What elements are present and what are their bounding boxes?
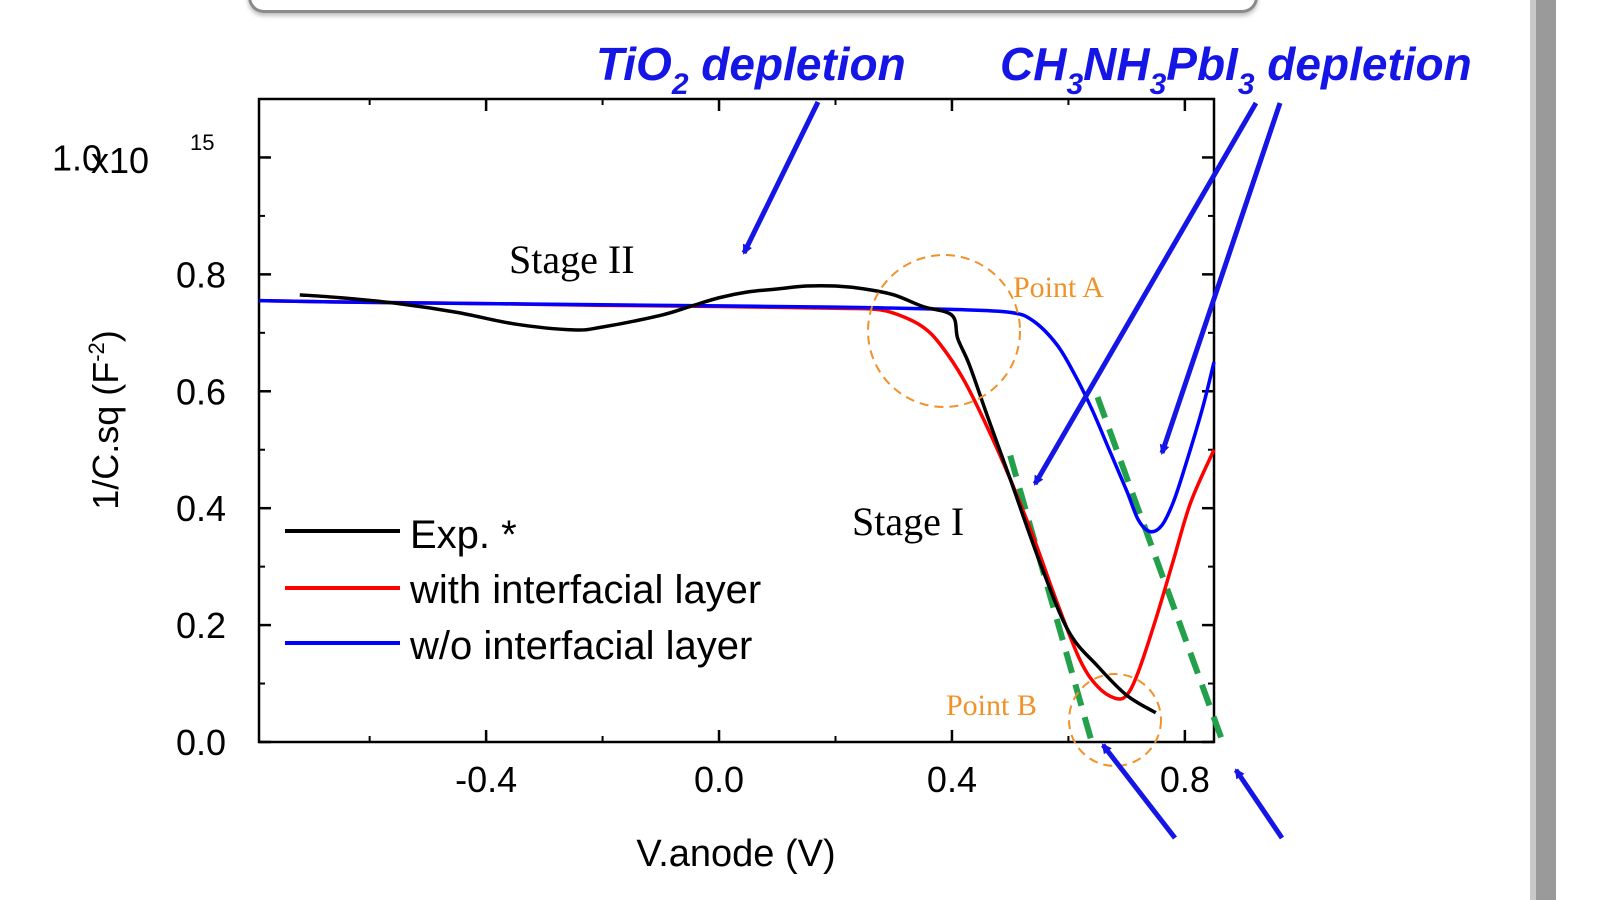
series-line-exp	[299, 283, 1157, 715]
fit-lines	[1007, 396, 1226, 744]
y-multiplier-label: x10	[91, 140, 149, 181]
legend-label-without-interfacial: w/o interfacial layer	[409, 624, 752, 668]
y-multiplier-exponent: 15	[190, 130, 214, 155]
point-b-circle	[1068, 673, 1162, 767]
right-frame-border	[1536, 0, 1556, 900]
x-axis-label: V.anode (V)	[636, 833, 835, 875]
pbi-arrow-left	[1032, 101, 1259, 486]
intercept-arrow-right	[1233, 768, 1285, 840]
intercept-arrow-left	[1101, 743, 1177, 840]
stage-ii-label: Stage II	[509, 237, 635, 282]
tio2-arrow	[741, 100, 821, 255]
y-tick-label: 0.6	[176, 371, 226, 412]
annotation-arrows	[741, 100, 1285, 840]
y-axis-label-close: )	[85, 330, 126, 342]
ch3nh3pbi3-depletion-label: CH3NH3PbI3 depletion	[1000, 38, 1472, 101]
x-tick-label: 0.8	[1160, 759, 1210, 800]
legend: Exp. * with interfacial layer w/o interf…	[285, 513, 761, 668]
point-a-circle	[867, 254, 1021, 408]
chart: -0.4 0.0 0.4 0.8 0.0 0.2 0.4 0.6 0.8 1.0 x10 15 V…	[52, 38, 1472, 875]
stage-i-label: Stage I	[852, 499, 964, 544]
legend-label-with-interfacial: with interfacial layer	[409, 568, 761, 612]
x-tick-label: 0.0	[694, 759, 744, 800]
y-tick-label: 0.8	[176, 254, 226, 295]
y-tick-label: 1.0	[52, 137, 102, 178]
legend-label-exp: Exp. *	[410, 513, 517, 557]
plot-frame	[257, 97, 1216, 744]
point-b-label: Point B	[946, 689, 1037, 722]
axis-ticks	[259, 98, 1214, 744]
y-axis-label: 1/C.sq (F-2)	[84, 330, 126, 510]
series-line-without-interfacial	[258, 298, 1216, 534]
tio2-depletion-label: TiO2 depletion	[596, 38, 906, 101]
linear-fit-line	[1094, 396, 1226, 744]
x-tick-label: 0.4	[927, 759, 977, 800]
y-tick-label: 0.4	[176, 488, 226, 529]
pbi-arrow-right	[1159, 102, 1283, 455]
y-axis-label-exponent: -2	[84, 342, 109, 362]
y-axis-label-group: 1/C.sq (F-2)	[84, 330, 126, 510]
point-a-label: Point A	[1013, 271, 1104, 304]
y-tick-label: 0.2	[176, 605, 226, 646]
axis-tick-labels: -0.4 0.0 0.4 0.8 0.0 0.2 0.4 0.6 0.8 1.0	[52, 137, 1210, 800]
x-tick-label: -0.4	[455, 759, 517, 800]
series-lines	[258, 283, 1216, 715]
y-tick-label: 0.0	[176, 722, 226, 763]
linear-fit-line	[1007, 454, 1095, 743]
y-axis-label-base: 1/C.sq (F	[85, 362, 126, 510]
right-frame-shadow	[1530, 0, 1538, 900]
